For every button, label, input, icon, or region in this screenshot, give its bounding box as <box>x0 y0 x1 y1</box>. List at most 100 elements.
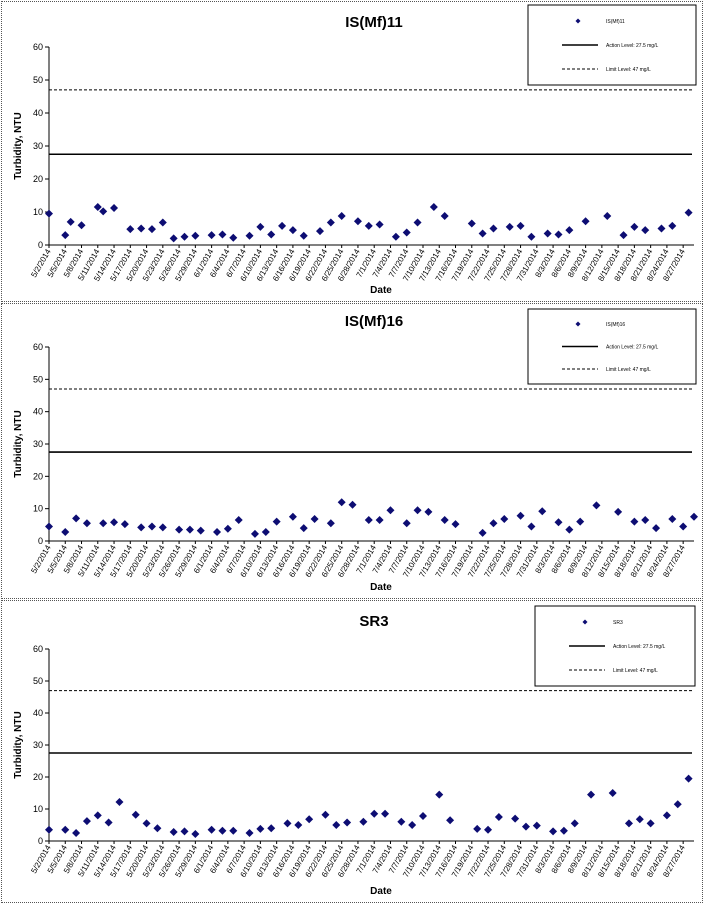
x-axis-label: Date <box>370 886 392 897</box>
data-point <box>375 515 384 524</box>
data-point <box>413 506 422 515</box>
data-point <box>299 231 308 240</box>
data-point <box>72 514 81 523</box>
data-point <box>381 809 390 818</box>
data-point <box>196 526 205 535</box>
data-point <box>538 507 547 516</box>
data-point <box>310 515 319 524</box>
data-point <box>229 826 238 835</box>
legend-marker <box>582 619 588 625</box>
y-tick-label: 20 <box>33 471 43 481</box>
data-point <box>45 209 53 218</box>
data-point <box>131 810 140 819</box>
chart-panel-3: SR3 0 10 20 30 40 50 60 Turbidity, NTU 5/2/2014 5/… <box>1 600 703 903</box>
legend-label: Limit Level: 47 mg/L <box>606 367 651 373</box>
data-point <box>61 825 70 834</box>
data-point <box>348 500 357 509</box>
data-point <box>207 231 216 240</box>
data-point <box>229 233 238 242</box>
y-tick-label: 10 <box>33 804 43 814</box>
data-point <box>82 817 91 826</box>
data-point <box>679 522 688 531</box>
data-point <box>234 515 243 524</box>
data-point <box>478 528 487 537</box>
data-point <box>397 817 406 826</box>
data-point <box>521 822 530 831</box>
data-point <box>250 529 259 538</box>
data-point <box>104 818 113 827</box>
data-point <box>494 813 503 821</box>
data-point <box>45 825 53 834</box>
data-point <box>624 819 633 828</box>
data-point <box>630 517 639 526</box>
data-point <box>288 226 297 235</box>
data-point <box>61 527 70 536</box>
chart-title: IS(Mf)16 <box>345 313 403 330</box>
data-point <box>218 230 227 239</box>
data-point <box>353 217 362 226</box>
chart-panel-1: IS(Mf)11 0 10 20 30 40 50 60 Turbidity, NTU 5/2/2… <box>1 1 703 302</box>
data-point <box>630 222 639 231</box>
legend-marker <box>575 321 581 327</box>
legend-label: Action Level: 27.5 mg/L <box>606 43 658 49</box>
data-point <box>261 527 270 536</box>
data-point <box>652 524 661 533</box>
data-point <box>587 790 596 799</box>
data-point <box>158 523 167 532</box>
y-tick-label: 30 <box>33 740 43 750</box>
data-point <box>516 511 525 520</box>
data-point <box>191 231 200 240</box>
data-point <box>662 811 671 820</box>
data-point <box>684 774 693 783</box>
data-point <box>554 230 563 239</box>
chart-title: IS(Mf)11 <box>345 14 403 31</box>
data-point <box>408 821 417 829</box>
data-point <box>391 232 400 241</box>
data-point <box>527 522 536 531</box>
data-point <box>527 232 536 241</box>
data-point <box>484 825 493 834</box>
data-point <box>267 824 276 833</box>
data-point <box>316 227 325 236</box>
data-point <box>565 226 574 235</box>
data-point <box>668 221 677 230</box>
data-point <box>592 501 601 510</box>
y-tick-label: 0 <box>38 536 43 546</box>
data-point <box>294 821 303 829</box>
data-point <box>543 229 552 238</box>
data-point <box>180 232 189 241</box>
y-tick-label: 20 <box>33 174 43 184</box>
y-tick-label: 60 <box>33 644 43 654</box>
data-point <box>559 826 568 835</box>
data-point <box>478 229 487 238</box>
data-point <box>158 218 167 227</box>
data-point <box>549 827 558 836</box>
legend-label: SR3 <box>613 620 623 626</box>
legend-marker <box>575 18 581 24</box>
data-point <box>402 228 411 237</box>
y-tick-label: 30 <box>33 141 43 151</box>
data-point <box>213 527 222 536</box>
data-point <box>147 522 156 531</box>
data-point <box>283 819 292 828</box>
data-point <box>467 219 476 228</box>
data-point <box>429 203 438 212</box>
data-point <box>413 218 422 227</box>
data-point <box>77 221 86 230</box>
y-tick-label: 30 <box>33 439 43 449</box>
data-point <box>180 827 189 836</box>
y-tick-label: 50 <box>33 75 43 85</box>
y-tick-label: 50 <box>33 676 43 686</box>
data-point <box>66 217 75 226</box>
legend-label: Limit Level: 47 mg/L <box>606 67 651 73</box>
x-axis-label: Date <box>370 285 392 296</box>
legend-label: Action Level: 27.5 mg/L <box>613 644 665 650</box>
data-point <box>418 812 427 821</box>
data-point <box>364 515 373 524</box>
data-point <box>223 524 232 533</box>
data-point <box>473 824 482 833</box>
data-point <box>489 519 498 528</box>
legend-label: IS(Mf)11 <box>606 19 625 25</box>
